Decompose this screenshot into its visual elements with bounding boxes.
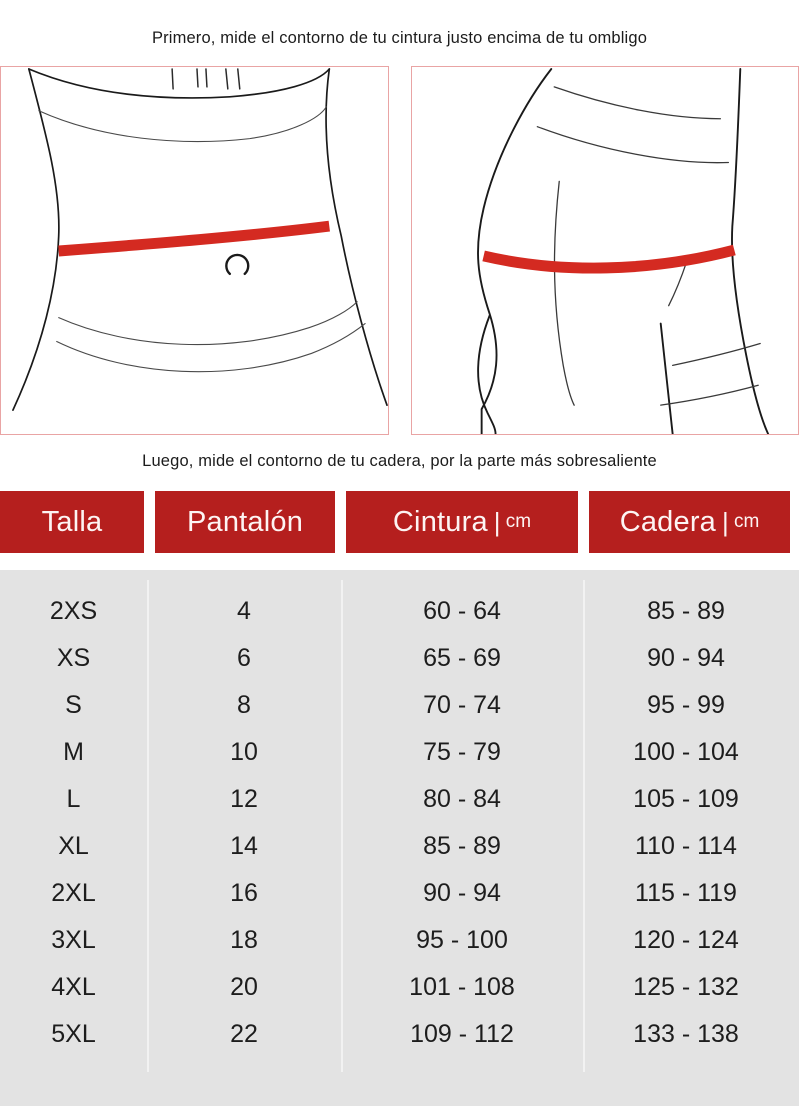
- cell-pantalon: 20: [230, 973, 258, 1001]
- cell-cintura: 70 - 74: [423, 691, 501, 719]
- cell-cintura: 90 - 94: [423, 879, 501, 907]
- column-divider-2: [341, 580, 343, 1072]
- cell-pantalon: 10: [230, 738, 258, 766]
- illustration-row: [0, 66, 799, 436]
- table-row: S 8 70 - 74 95 - 99: [0, 682, 799, 729]
- cell-pantalon: 4: [237, 597, 251, 625]
- side-hip-svg: [477, 68, 770, 434]
- cell-cadera: 110 - 114: [635, 832, 737, 860]
- cell-cadera: 95 - 99: [647, 691, 725, 719]
- cell-pantalon: 22: [230, 1020, 258, 1048]
- cell-pantalon: 18: [230, 926, 258, 954]
- column-divider-3: [583, 580, 585, 1072]
- table-row: 2XL 16 90 - 94 115 - 119: [0, 870, 799, 917]
- table-row: XS 6 65 - 69 90 - 94: [0, 635, 799, 682]
- cell-talla: 2XS: [49, 597, 98, 625]
- column-header-talla-label: Talla: [41, 505, 103, 538]
- column-header-cadera-label: Cadera: [619, 505, 717, 538]
- column-header-pantalon-label: Pantalón: [186, 505, 304, 538]
- column-header-cintura-unit: cm: [505, 511, 532, 532]
- column-header-cintura-label: Cintura: [392, 505, 488, 538]
- column-header-pantalon: Pantalón: [155, 491, 335, 553]
- table-row: L 12 80 - 84 105 - 109: [0, 776, 799, 823]
- cell-cintura: 85 - 89: [423, 832, 501, 860]
- cell-cadera: 125 - 132: [633, 973, 739, 1001]
- table-row: 3XL 18 95 - 100 120 - 124: [0, 917, 799, 964]
- hip-measure-band: [482, 244, 736, 274]
- cell-cintura: 80 - 84: [423, 785, 501, 813]
- cell-pantalon: 16: [230, 879, 258, 907]
- column-header-cadera: Cadera | cm: [589, 491, 790, 553]
- cell-talla: 2XL: [51, 879, 96, 907]
- column-header-cadera-unit: cm: [733, 511, 760, 532]
- hip-instruction-text: Luego, mide el contorno de tu cadera, po…: [142, 452, 657, 470]
- table-row: M 10 75 - 79 100 - 104: [0, 729, 799, 776]
- cell-talla: XL: [58, 832, 89, 860]
- cell-pantalon: 14: [230, 832, 258, 860]
- cell-cintura: 109 - 112: [410, 1020, 514, 1048]
- cell-cintura: 95 - 100: [416, 926, 508, 954]
- cell-talla: L: [66, 785, 81, 813]
- cintura-separator-icon: |: [493, 506, 501, 537]
- cell-talla: 5XL: [51, 1020, 96, 1048]
- cell-cadera: 115 - 119: [635, 879, 737, 907]
- column-divider-1: [147, 580, 149, 1072]
- cell-cadera: 85 - 89: [647, 597, 725, 625]
- table-body: 2XS 4 60 - 64 85 - 89 XS 6 65 - 69 90 - 94 S 8 70 …: [0, 570, 799, 1106]
- cell-pantalon: 12: [230, 785, 258, 813]
- cell-cadera: 90 - 94: [647, 644, 725, 672]
- cell-talla: S: [65, 691, 82, 719]
- table-row: 4XL 20 101 - 108 125 - 132: [0, 964, 799, 1011]
- cell-pantalon: 6: [237, 644, 251, 672]
- front-torso-waist-diagram: [0, 66, 389, 435]
- table-row: 2XS 4 60 - 64 85 - 89: [0, 588, 799, 635]
- cell-cadera: 120 - 124: [633, 926, 739, 954]
- cell-talla: 3XL: [51, 926, 96, 954]
- navel-icon: [225, 253, 250, 276]
- cell-pantalon: 8: [237, 691, 251, 719]
- size-chart-table: Talla Pantalón Cintura | cm Cadera | cm …: [0, 491, 799, 1106]
- cell-cadera: 133 - 138: [633, 1020, 739, 1048]
- table-row: XL 14 85 - 89 110 - 114: [0, 823, 799, 870]
- cell-talla: XS: [56, 644, 91, 672]
- cell-cintura: 60 - 64: [423, 597, 501, 625]
- cell-cadera: 100 - 104: [633, 738, 739, 766]
- cell-cintura: 101 - 108: [409, 973, 515, 1001]
- column-header-talla: Talla: [0, 491, 144, 553]
- cell-cadera: 105 - 109: [633, 785, 739, 813]
- cell-cintura: 75 - 79: [423, 738, 501, 766]
- cadera-separator-icon: |: [722, 506, 729, 537]
- cell-talla: 4XL: [51, 973, 96, 1001]
- front-torso-svg: [12, 68, 388, 411]
- cell-cintura: 65 - 69: [423, 644, 501, 672]
- table-row: 5XL 22 109 - 112 133 - 138: [0, 1011, 799, 1058]
- column-header-cintura: Cintura | cm: [346, 491, 578, 553]
- waist-measure-band: [58, 220, 330, 257]
- side-hip-diagram: [411, 66, 799, 435]
- table-header-row: Talla Pantalón Cintura | cm Cadera | cm: [0, 491, 799, 553]
- waist-instruction-text: Primero, mide el contorno de tu cintura …: [151, 29, 648, 47]
- cell-talla: M: [63, 738, 84, 766]
